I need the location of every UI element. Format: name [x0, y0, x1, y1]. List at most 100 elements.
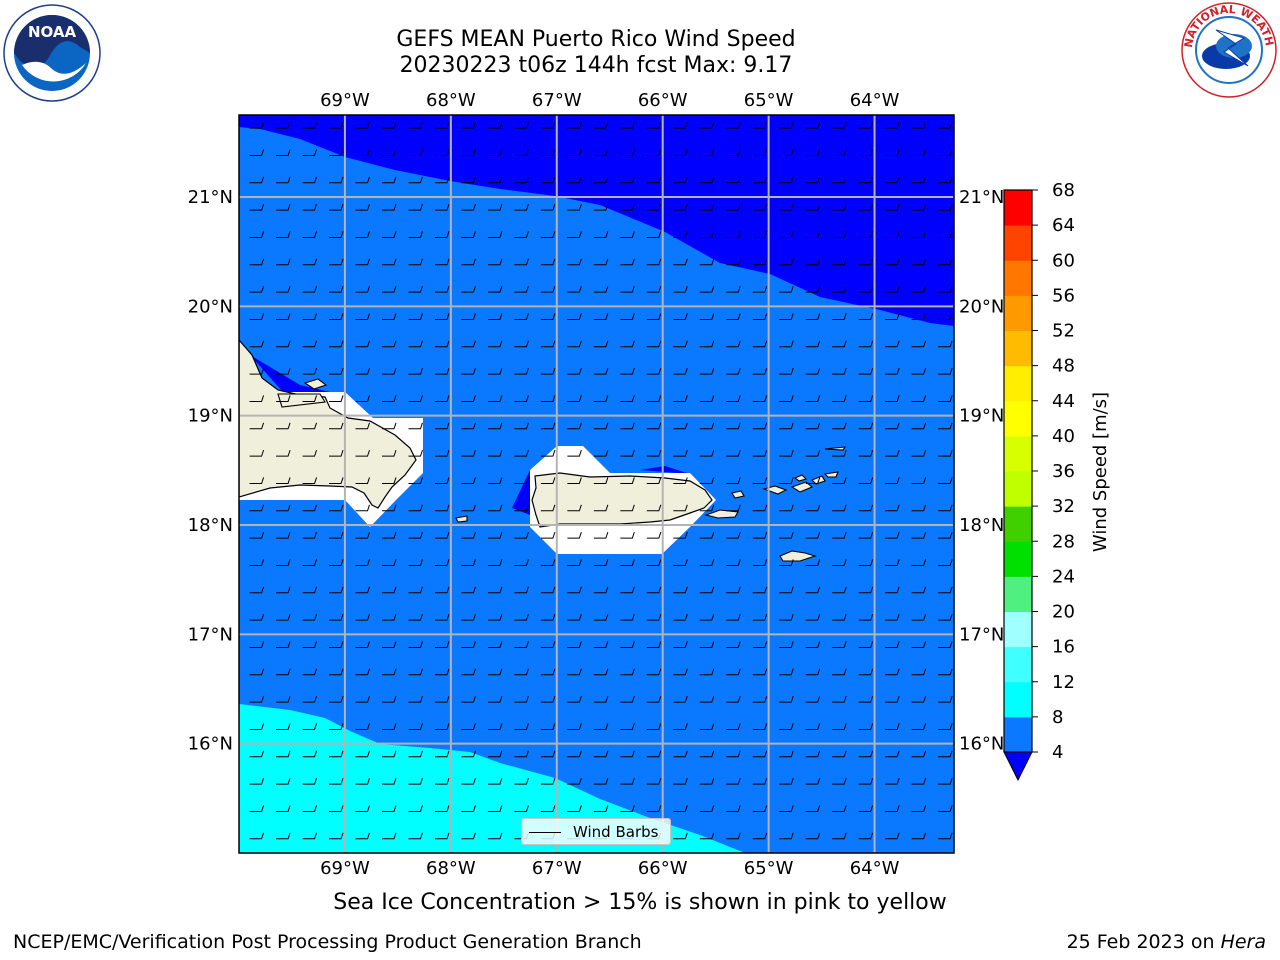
- wind-barb: [382, 258, 397, 266]
- wind-barb: [646, 258, 662, 266]
- wind-barb: [752, 395, 768, 402]
- wind-barb: [832, 723, 847, 730]
- wind-barb: [885, 477, 900, 484]
- wind-field-8-12-southwest: [239, 704, 745, 853]
- wind-barb: [567, 149, 582, 156]
- wind-barb: [302, 367, 318, 375]
- wind-barb: [858, 777, 874, 785]
- wind-barb: [276, 750, 291, 758]
- wind-barb: [646, 695, 662, 703]
- wind-barb: [461, 668, 476, 676]
- wind-barb: [620, 231, 635, 238]
- wind-barb: [514, 777, 529, 785]
- wind-barb: [673, 449, 688, 457]
- wind-barb: [726, 504, 741, 512]
- wind-barb: [673, 750, 688, 758]
- wind-barb: [487, 340, 503, 348]
- wind-barb: [858, 613, 874, 621]
- wind-barb: [699, 668, 715, 676]
- wind-barb: [752, 668, 768, 676]
- wind-barb: [593, 531, 609, 539]
- wind-barb: [885, 723, 900, 730]
- wind-barb: [382, 613, 397, 621]
- wind-barb: [726, 723, 741, 730]
- wind-barb: [805, 641, 821, 648]
- wind-barb: [699, 367, 715, 375]
- wind-field-lt4-pr-north: [640, 466, 690, 474]
- wind-barb: [408, 559, 423, 566]
- wind-barb: [408, 121, 423, 129]
- wind-barb: [620, 586, 635, 594]
- wind-barb: [302, 285, 318, 293]
- wind-barb: [699, 695, 715, 703]
- wind-barb: [567, 586, 582, 594]
- wind-barb: [540, 231, 556, 238]
- wind-barb: [699, 121, 715, 129]
- colorbar-bin-16-20: [1004, 611, 1032, 648]
- wind-barb: [805, 586, 821, 594]
- wind-barb: [276, 805, 291, 812]
- wind-barb: [487, 367, 503, 375]
- wind-barb: [567, 477, 582, 484]
- wind-barb: [620, 258, 635, 266]
- wind-barb: [752, 504, 768, 512]
- wind-barb: [461, 723, 476, 730]
- wind-barb: [832, 750, 847, 758]
- wind-barb: [302, 641, 318, 648]
- wind-barb: [567, 367, 582, 375]
- wind-barb: [779, 613, 794, 621]
- lon-label-bottom-3: 66°W: [638, 858, 688, 879]
- wind-barb: [858, 668, 874, 676]
- wind-field-lt4-mona: [512, 470, 530, 515]
- wind-barb: [911, 777, 927, 785]
- wind-barb: [885, 449, 900, 457]
- wind-barb: [646, 613, 662, 621]
- wind-barb: [382, 176, 397, 184]
- wind-barb: [514, 285, 529, 293]
- wind-barb: [329, 449, 344, 457]
- wind-barb: [646, 231, 662, 238]
- colorbar-tick-label-44: 44: [1052, 391, 1075, 412]
- wind-barb: [938, 449, 953, 457]
- wind-barb: [805, 367, 821, 375]
- wind-barb: [620, 449, 635, 457]
- wind-barb: [620, 285, 635, 293]
- colorbar-bin-12-16: [1004, 646, 1032, 683]
- wind-barb: [276, 313, 291, 320]
- wind-barb: [805, 340, 821, 348]
- wind-barb: [911, 258, 927, 266]
- wind-barb: [382, 121, 397, 129]
- wind-barb: [779, 504, 794, 512]
- wind-barb: [593, 395, 609, 402]
- wind-barb: [752, 613, 768, 621]
- wind-barb: [593, 340, 609, 348]
- wind-barb: [726, 477, 741, 484]
- wind-barb: [461, 805, 476, 812]
- wind-barb: [434, 531, 450, 539]
- wind-barbs-layer: [249, 121, 953, 840]
- wind-barb: [699, 832, 715, 840]
- wind-barb: [408, 668, 423, 676]
- wind-barb: [938, 258, 953, 266]
- wind-barb: [805, 559, 821, 566]
- wind-barb: [355, 285, 370, 293]
- wind-barb: [540, 695, 556, 703]
- wind-barb: [726, 777, 741, 785]
- wind-barb: [805, 313, 821, 320]
- wind-barb: [938, 231, 953, 238]
- wind-barb: [487, 203, 503, 211]
- wind-barb: [885, 695, 900, 703]
- wind-barb: [779, 531, 794, 539]
- wind-barb: [593, 313, 609, 320]
- wind-barb: [699, 285, 715, 293]
- wind-barb: [567, 176, 582, 184]
- wind-barb: [752, 449, 768, 457]
- wind-barb: [805, 777, 821, 785]
- wind-barb: [911, 449, 927, 457]
- wind-barb: [249, 121, 265, 129]
- wind-barb: [302, 777, 318, 785]
- lat-label-left-5: 16°N: [188, 734, 233, 755]
- wind-barb: [752, 231, 768, 238]
- wind-barb: [911, 613, 927, 621]
- wind-barb: [673, 367, 688, 375]
